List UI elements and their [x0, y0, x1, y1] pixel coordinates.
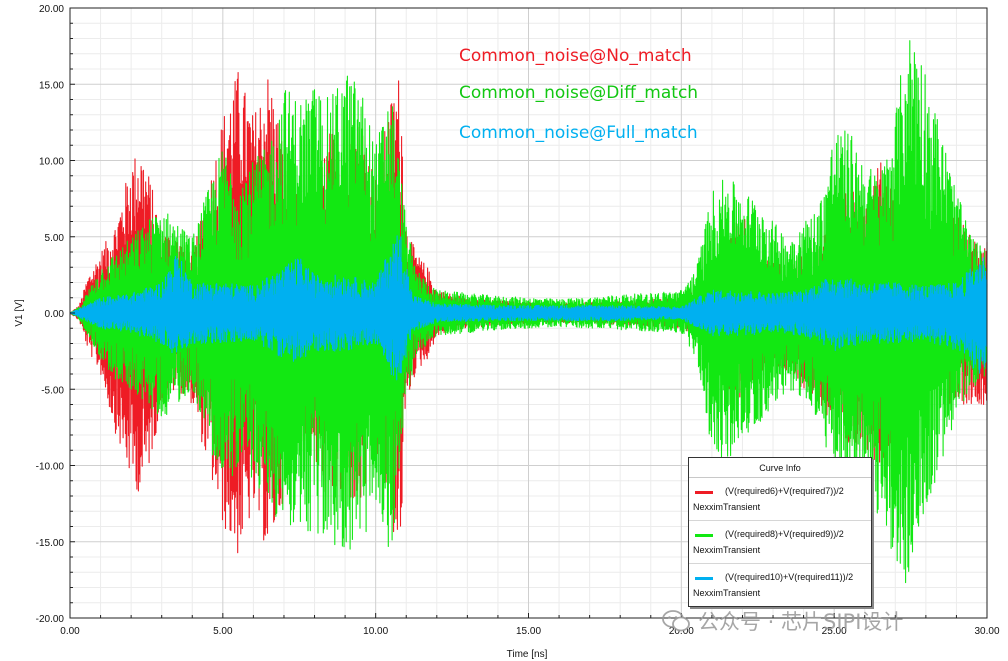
watermark-text: 公众号 · 芯片SIPI设计: [698, 610, 904, 634]
legend-entry[interactable]: (V(required8)+V(required9))/2 NexximTran…: [689, 521, 871, 564]
y-tick-label: 10.00: [39, 157, 64, 168]
y-tick-label: -5.00: [41, 385, 64, 396]
x-tick-label: 5.00: [213, 626, 233, 637]
y-tick-labels: 20.00 15.00 10.00 5.00 0.00 -5.00 -10.00 -15.00…: [36, 4, 65, 625]
annotation-no-match: Common_noise@No_match: [459, 46, 692, 66]
legend-analysis-name: NexximTransient: [693, 588, 761, 598]
legend-entry[interactable]: (V(required10)+V(required11))/2 NexximTr…: [689, 564, 871, 606]
y-axis-title: V1 [V]: [14, 299, 25, 326]
tick-marks: [69, 7, 988, 619]
annotation-full-match: Common_noise@Full_match: [459, 123, 698, 143]
x-tick-label: 30.00: [974, 626, 999, 637]
y-tick-label: 20.00: [39, 4, 64, 15]
y-tick-label: -15.00: [36, 538, 65, 549]
legend-expression: (V(required10)+V(required11))/2: [725, 572, 854, 582]
legend-expression: (V(required8)+V(required9))/2: [725, 529, 844, 539]
y-tick-label: 15.00: [39, 80, 64, 91]
x-tick-label: 15.00: [516, 626, 541, 637]
y-tick-label: -20.00: [36, 614, 65, 625]
legend-analysis-name: NexximTransient: [693, 545, 761, 555]
y-tick-label: -10.00: [36, 462, 65, 473]
legend-analysis-name: NexximTransient: [693, 502, 761, 512]
wechat-icon: [662, 610, 690, 632]
y-tick-label: 0.00: [45, 309, 65, 320]
y-tick-label: 5.00: [45, 233, 65, 244]
legend-expression: (V(required6)+V(required7))/2: [725, 486, 844, 496]
x-tick-label: 10.00: [363, 626, 388, 637]
series-line-2: [69, 40, 988, 584]
legend-swatch-red: [695, 491, 713, 494]
annotation-diff-match: Common_noise@Diff_match: [459, 83, 698, 103]
x-tick-label: 20.00: [669, 626, 694, 637]
x-tick-label: 25.00: [822, 626, 847, 637]
legend-swatch-green: [695, 534, 713, 537]
legend-swatch-blue: [695, 577, 713, 580]
legend-title: Curve Info: [689, 458, 871, 478]
watermark: 公众号 · 芯片SIPI设计: [662, 606, 903, 636]
series-layer: [69, 40, 988, 584]
legend-entry[interactable]: (V(required6)+V(required7))/2 NexximTran…: [689, 478, 871, 521]
x-tick-labels: 0.00 5.00 10.00 15.00 20.00 25.00 30.00: [60, 626, 1000, 637]
x-axis-title: Time [ns]: [507, 649, 548, 660]
curve-info-legend[interactable]: Curve Info (V(required6)+V(required7))/2…: [688, 457, 872, 607]
series-line-3: [69, 235, 988, 381]
x-tick-label: 0.00: [60, 626, 80, 637]
